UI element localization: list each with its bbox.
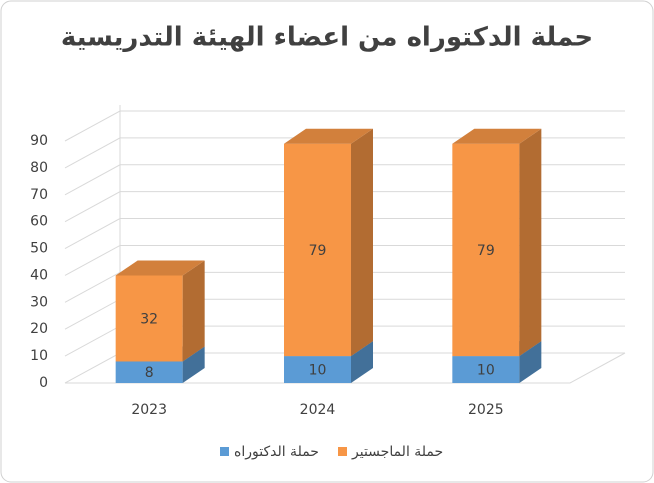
y-tick-label: 70 [30, 187, 48, 203]
y-tick-label: 90 [30, 133, 48, 149]
bar-side [351, 341, 373, 383]
bar-segment [284, 356, 351, 383]
y-tick-label: 30 [30, 294, 48, 310]
data-label: 79 [477, 243, 495, 259]
floor-edge [65, 352, 626, 384]
y-tick-label: 20 [30, 321, 48, 337]
bar-top [284, 128, 373, 144]
x-tick-label: 2024 [300, 402, 336, 418]
data-label: 32 [140, 311, 158, 327]
bar-segment [452, 143, 520, 357]
y-tick-label: 60 [30, 214, 48, 230]
data-label: 10 [477, 363, 495, 379]
chart-title: حملة الدكتوراه من اعضاء الهيئة التدريسية [61, 23, 593, 53]
bar-segment [115, 275, 183, 362]
y-tick-label: 0 [39, 375, 48, 391]
data-label: 79 [309, 243, 327, 259]
legend-label: حملة الماجستير [351, 444, 443, 460]
bar-side [519, 128, 542, 357]
y-tick-label: 40 [30, 267, 48, 283]
bar-side [182, 260, 205, 362]
bar-segment [284, 143, 351, 357]
x-tick-label: 2025 [468, 402, 504, 418]
bar-segment [452, 356, 520, 383]
bar-top [115, 260, 205, 276]
bar-segment [115, 361, 183, 383]
bar-side [182, 346, 205, 383]
bar-side [519, 341, 542, 383]
data-label: 10 [309, 363, 327, 379]
x-tick-label: 2023 [131, 402, 167, 418]
legend-label: حملة الدكتوراه [234, 444, 319, 460]
legend-swatch [220, 447, 229, 456]
y-tick-label: 80 [30, 160, 48, 176]
bar-top [452, 128, 542, 144]
y-tick-label: 10 [30, 348, 48, 364]
y-tick-label: 50 [30, 241, 48, 257]
data-label: 8 [145, 365, 154, 381]
bar-side [351, 128, 373, 357]
legend-swatch [338, 447, 347, 456]
